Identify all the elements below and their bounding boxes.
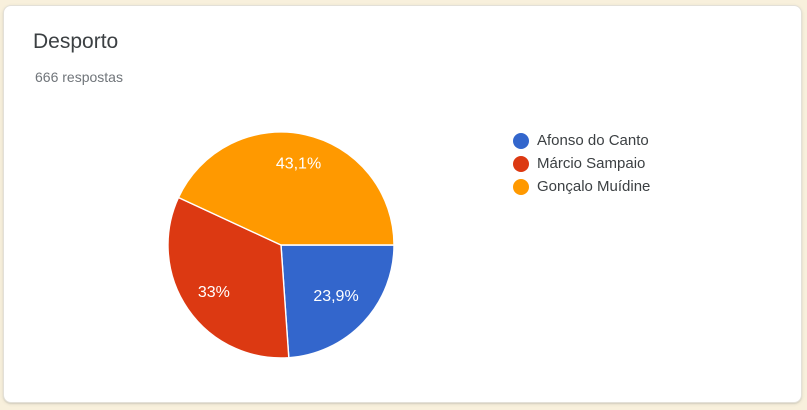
svg-text:23,9%: 23,9% [313, 288, 358, 305]
svg-text:43,1%: 43,1% [276, 155, 321, 172]
svg-text:33%: 33% [198, 284, 230, 301]
